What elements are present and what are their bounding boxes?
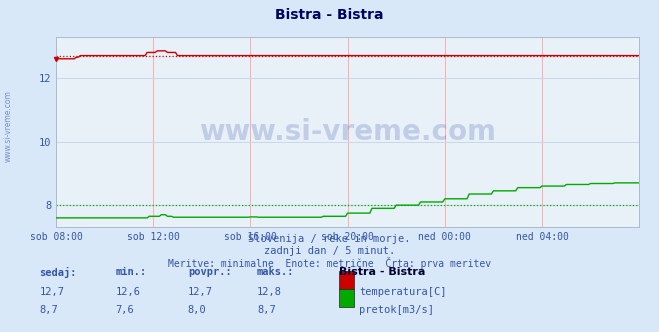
Text: 8,0: 8,0 — [188, 305, 206, 315]
Text: 12,7: 12,7 — [188, 287, 213, 297]
Text: temperatura[C]: temperatura[C] — [359, 287, 447, 297]
Text: zadnji dan / 5 minut.: zadnji dan / 5 minut. — [264, 246, 395, 256]
Text: Meritve: minimalne  Enote: metrične  Črta: prva meritev: Meritve: minimalne Enote: metrične Črta:… — [168, 257, 491, 269]
Text: min.:: min.: — [115, 267, 146, 277]
Text: Bistra - Bistra: Bistra - Bistra — [339, 267, 426, 277]
Text: www.si-vreme.com: www.si-vreme.com — [199, 118, 496, 146]
Text: 7,6: 7,6 — [115, 305, 134, 315]
Text: 12,6: 12,6 — [115, 287, 140, 297]
Text: 12,8: 12,8 — [257, 287, 282, 297]
Text: sedaj:: sedaj: — [40, 267, 77, 278]
Text: 12,7: 12,7 — [40, 287, 65, 297]
Text: 8,7: 8,7 — [257, 305, 275, 315]
Text: Slovenija / reke in morje.: Slovenija / reke in morje. — [248, 234, 411, 244]
Text: maks.:: maks.: — [257, 267, 295, 277]
Text: Bistra - Bistra: Bistra - Bistra — [275, 8, 384, 22]
Text: 8,7: 8,7 — [40, 305, 58, 315]
Text: www.si-vreme.com: www.si-vreme.com — [3, 90, 13, 162]
Text: pretok[m3/s]: pretok[m3/s] — [359, 305, 434, 315]
Text: povpr.:: povpr.: — [188, 267, 231, 277]
